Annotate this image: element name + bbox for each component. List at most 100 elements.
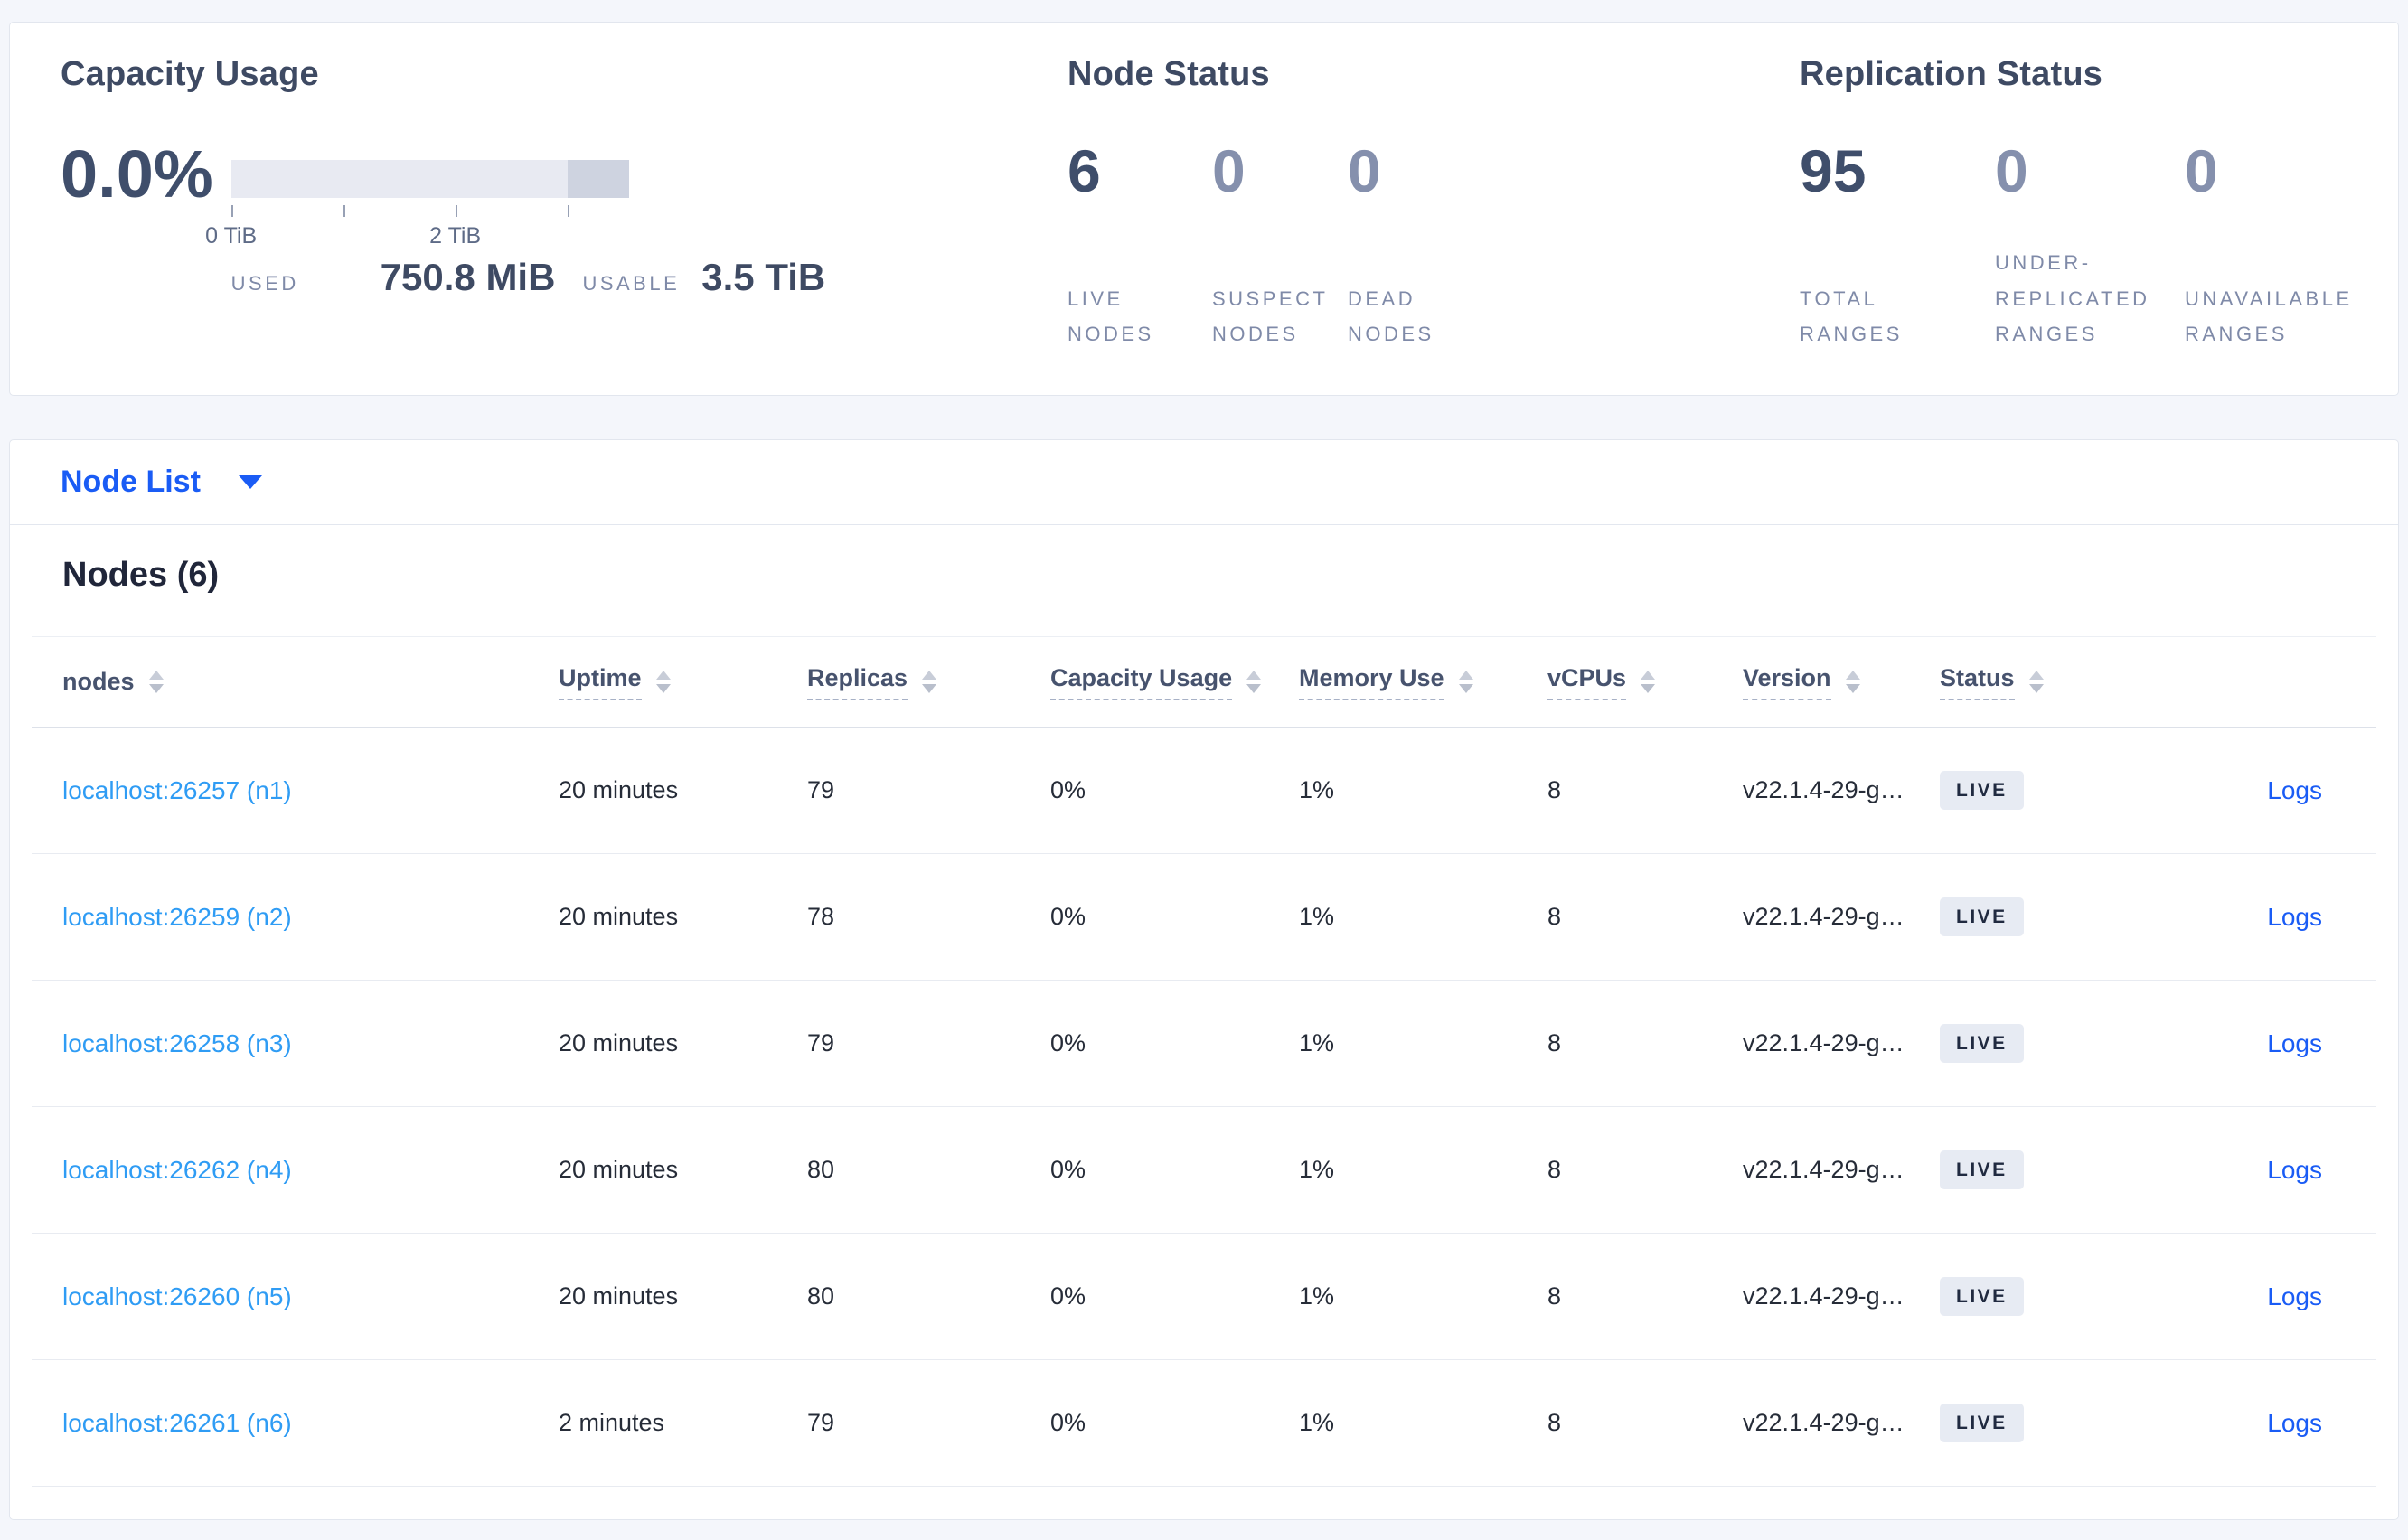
total-ranges-value: 95: [1800, 137, 1867, 204]
replication-status-stats: 95 TOTAL RANGES 0 UNDER-REPLICATED RANGE…: [1800, 137, 2353, 352]
node-list-card: Node List Nodes (6) nodes Uptime Replica…: [9, 439, 2399, 1520]
memory-cell: 1%: [1299, 776, 1335, 803]
unavailable-ranges-stat: 0 UNAVAILABLE RANGES: [2185, 137, 2353, 352]
capacity-cell: 0%: [1050, 903, 1086, 930]
capacity-bar: [230, 160, 629, 198]
table-row: localhost:26258 (n3) 20 minutes 79 0% 1%…: [32, 981, 2376, 1107]
live-nodes-label: LIVE NODES: [1068, 286, 1154, 346]
column-header-replicas[interactable]: Replicas: [807, 664, 1050, 700]
node-address-link[interactable]: localhost:26259 (n2): [62, 902, 292, 931]
memory-cell: 1%: [1299, 1409, 1335, 1436]
table-row: localhost:26261 (n6) 2 minutes 79 0% 1% …: [32, 1360, 2376, 1487]
uptime-cell: 20 minutes: [559, 903, 679, 930]
node-address-link[interactable]: localhost:26261 (n6): [62, 1408, 292, 1437]
capacity-axis-ticks: [230, 205, 629, 220]
uptime-cell: 20 minutes: [559, 1156, 679, 1183]
column-header-version[interactable]: Version: [1743, 664, 1940, 700]
dead-nodes-stat: 0 DEAD NODES: [1348, 141, 1483, 352]
status-badge: LIVE: [1940, 897, 2024, 936]
node-address-link[interactable]: localhost:26257 (n1): [62, 775, 292, 804]
version-cell: v22.1.4-29-g…: [1743, 903, 1905, 930]
vcpus-cell: 8: [1547, 903, 1562, 930]
column-header-uptime[interactable]: Uptime: [559, 664, 807, 700]
column-header-status[interactable]: Status: [1940, 664, 2161, 700]
node-address-link[interactable]: localhost:26262 (n4): [62, 1155, 292, 1184]
status-badge: LIVE: [1940, 1024, 2024, 1063]
total-ranges-stat: 95 TOTAL RANGES: [1800, 141, 1995, 352]
capacity-usage-section: Capacity Usage 0.0% 0 TiB 2 TiB: [61, 55, 1068, 395]
dead-nodes-value: 0: [1348, 137, 1381, 204]
nodes-table-section: Nodes (6) nodes Uptime Replicas Capacity…: [10, 525, 2398, 1519]
replicas-cell: 79: [807, 776, 835, 803]
used-value: 750.8 MiB: [380, 256, 556, 298]
vcpus-cell: 8: [1547, 1409, 1562, 1436]
dead-nodes-label: DEAD NODES: [1348, 286, 1434, 346]
sort-icon[interactable]: [1845, 671, 1860, 693]
memory-cell: 1%: [1299, 1029, 1335, 1056]
vcpus-cell: 8: [1547, 776, 1562, 803]
capacity-axis-labels: 0 TiB 2 TiB: [205, 223, 629, 254]
memory-cell: 1%: [1299, 1282, 1335, 1310]
axis-tick: [230, 205, 233, 217]
logs-link[interactable]: Logs: [2267, 1408, 2322, 1437]
unavailable-ranges-value: 0: [2185, 137, 2218, 204]
vcpus-cell: 8: [1547, 1029, 1562, 1056]
sort-icon[interactable]: [148, 671, 164, 693]
memory-cell: 1%: [1299, 903, 1335, 930]
logs-link[interactable]: Logs: [2267, 902, 2322, 931]
used-label: USED: [230, 272, 299, 295]
suspect-nodes-value: 0: [1212, 137, 1246, 204]
capacity-cell: 0%: [1050, 776, 1086, 803]
chevron-down-icon[interactable]: [238, 475, 262, 489]
view-selector-bar: Node List: [10, 440, 2398, 525]
logs-link[interactable]: Logs: [2267, 775, 2322, 804]
under-replicated-ranges-label: UNDER-REPLICATED RANGES: [1995, 251, 2150, 346]
capacity-usage-title: Capacity Usage: [61, 55, 319, 93]
logs-link[interactable]: Logs: [2267, 1155, 2322, 1184]
usable-label: USABLE: [582, 272, 681, 295]
replicas-cell: 80: [807, 1282, 835, 1310]
replicas-cell: 79: [807, 1409, 835, 1436]
node-status-section: Node Status 6 LIVE NODES 0 SUSPECT NODES…: [1068, 55, 1800, 395]
node-status-title: Node Status: [1068, 55, 1270, 93]
version-cell: v22.1.4-29-g…: [1743, 1156, 1905, 1183]
sort-icon[interactable]: [655, 671, 671, 693]
column-header-nodes[interactable]: nodes: [32, 668, 559, 696]
column-header-vcpus[interactable]: vCPUs: [1547, 664, 1743, 700]
capacity-used-percent: 0.0%: [61, 136, 213, 211]
sort-icon[interactable]: [1641, 671, 1656, 693]
suspect-nodes-stat: 0 SUSPECT NODES: [1212, 141, 1348, 352]
replicas-cell: 79: [807, 1029, 835, 1056]
view-selector-dropdown[interactable]: Node List: [61, 465, 201, 499]
version-cell: v22.1.4-29-g…: [1743, 776, 1905, 803]
replication-status-title: Replication Status: [1800, 55, 2103, 93]
table-header-row: nodes Uptime Replicas Capacity Usage Mem…: [32, 637, 2376, 728]
sort-icon[interactable]: [1246, 671, 1262, 693]
capacity-usage-graphic: 0.0% 0 TiB 2 TiB: [61, 141, 1068, 352]
version-cell: v22.1.4-29-g…: [1743, 1409, 1905, 1436]
unavailable-ranges-label: UNAVAILABLE RANGES: [2185, 286, 2353, 346]
suspect-nodes-label: SUSPECT NODES: [1212, 286, 1329, 346]
sort-icon[interactable]: [2028, 671, 2044, 693]
status-badge: LIVE: [1940, 1277, 2024, 1316]
replicas-cell: 78: [807, 903, 835, 930]
usable-value: 3.5 TiB: [701, 256, 826, 298]
status-badge: LIVE: [1940, 1150, 2024, 1189]
logs-link[interactable]: Logs: [2267, 1282, 2322, 1310]
status-badge: LIVE: [1940, 771, 2024, 810]
capacity-cell: 0%: [1050, 1409, 1086, 1436]
logs-link[interactable]: Logs: [2267, 1028, 2322, 1057]
sort-icon[interactable]: [922, 671, 937, 693]
node-address-link[interactable]: localhost:26260 (n5): [62, 1282, 292, 1310]
table-row: localhost:26259 (n2) 20 minutes 78 0% 1%…: [32, 854, 2376, 981]
axis-tick: [567, 205, 569, 217]
memory-cell: 1%: [1299, 1156, 1335, 1183]
column-header-capacity-usage[interactable]: Capacity Usage: [1050, 664, 1299, 700]
node-address-link[interactable]: localhost:26258 (n3): [62, 1028, 292, 1057]
sort-icon[interactable]: [1458, 671, 1473, 693]
uptime-cell: 2 minutes: [559, 1409, 665, 1436]
capacity-cell: 0%: [1050, 1029, 1086, 1056]
column-header-memory-use[interactable]: Memory Use: [1299, 664, 1547, 700]
axis-tick: [343, 205, 345, 217]
